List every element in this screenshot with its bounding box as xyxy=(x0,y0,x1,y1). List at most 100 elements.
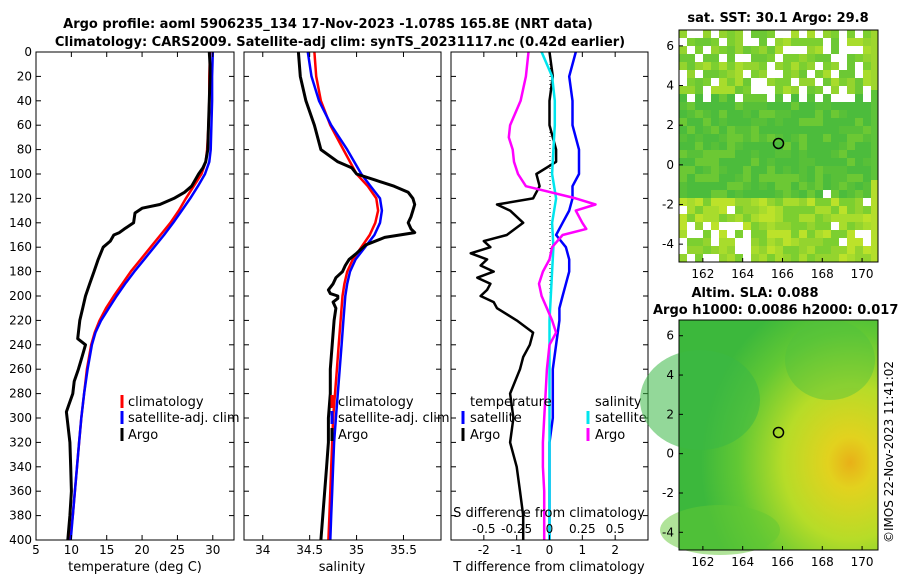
sst-cell xyxy=(767,86,775,94)
sst-cell xyxy=(799,214,807,222)
sst-cell xyxy=(791,190,799,198)
difference-axes-frame xyxy=(450,51,649,541)
sst-cell xyxy=(815,254,823,262)
sst-cell xyxy=(743,182,751,190)
sst-cell xyxy=(679,94,687,102)
sst-cell xyxy=(775,30,783,38)
sst-cell xyxy=(775,166,783,174)
sst-cell xyxy=(847,110,855,118)
sst-cell xyxy=(823,126,831,134)
sst-cell xyxy=(807,238,815,246)
sst-cell xyxy=(847,30,855,38)
sst-cell xyxy=(703,158,711,166)
sst-cell xyxy=(735,214,743,222)
sst-cell xyxy=(719,126,727,134)
sst-cell xyxy=(823,134,831,142)
salinity-tick-label: 34.5 xyxy=(296,543,323,557)
salinity-satellite-diff-line xyxy=(540,51,558,540)
sst-cell xyxy=(695,110,703,118)
temperature-tick-label: 15 xyxy=(99,543,114,557)
sst-cell xyxy=(759,46,767,54)
sst-cell xyxy=(695,46,703,54)
sst-cell xyxy=(743,118,751,126)
sst-cell xyxy=(743,150,751,158)
s-diff-tick-label: 0.5 xyxy=(606,522,625,536)
map-lon-label: 170 xyxy=(851,555,874,569)
sst-cell xyxy=(863,110,871,118)
sst-cell xyxy=(839,198,847,206)
map-lat-label: -2 xyxy=(662,197,674,211)
sst-cell xyxy=(847,78,855,86)
salinity-satellite-series xyxy=(540,51,558,540)
sst-cell xyxy=(799,78,807,86)
sst-cell xyxy=(719,46,727,54)
sst-cell xyxy=(815,102,823,110)
sst-cell xyxy=(719,62,727,70)
sst-cell xyxy=(711,246,719,254)
sst-cell xyxy=(687,78,695,86)
sst-cell xyxy=(735,78,743,86)
sst-cell xyxy=(799,94,807,102)
sst-cell xyxy=(759,70,767,78)
sst-cell xyxy=(839,238,847,246)
sst-cell xyxy=(799,190,807,198)
sst-cell xyxy=(703,46,711,54)
sst-cell xyxy=(839,214,847,222)
sst-cell xyxy=(679,78,687,86)
sst-cell xyxy=(775,126,783,134)
sst-cell xyxy=(855,46,863,54)
map-lon-label: 170 xyxy=(851,267,874,281)
sst-cell xyxy=(863,78,871,86)
sst-cell xyxy=(767,246,775,254)
sst-cell xyxy=(679,254,687,262)
map-lat-label: 0 xyxy=(666,158,674,172)
sla-map-tick-labels: 162 164 166 168 170 -4 -2 0 2 4 6 xyxy=(662,329,874,569)
sst-cell xyxy=(719,166,727,174)
sst-cell xyxy=(775,222,783,230)
sst-cell xyxy=(767,30,775,38)
sst-cell xyxy=(759,78,767,86)
sst-cell xyxy=(687,46,695,54)
sst-cell xyxy=(783,54,791,62)
sst-cell xyxy=(863,214,871,222)
sst-cell xyxy=(767,134,775,142)
t-diff-tick-label: 0 xyxy=(546,543,554,557)
sst-map-tick-labels: 162 164 166 168 170 -4 -2 0 2 4 6 xyxy=(662,39,874,281)
sst-cell xyxy=(791,118,799,126)
sst-cell xyxy=(847,174,855,182)
sst-cell xyxy=(807,222,815,230)
sst-cell xyxy=(719,222,727,230)
sst-cell xyxy=(823,230,831,238)
sst-cell xyxy=(719,54,727,62)
sst-cell xyxy=(727,62,735,70)
sst-cell xyxy=(719,190,727,198)
sst-cell xyxy=(855,110,863,118)
sst-cell xyxy=(823,110,831,118)
sst-cell xyxy=(727,94,735,102)
sst-cell xyxy=(727,126,735,134)
sst-cell xyxy=(783,230,791,238)
depth-tick-label: 240 xyxy=(9,338,32,352)
sst-cell xyxy=(831,190,839,198)
sst-cell xyxy=(831,70,839,78)
sst-cell xyxy=(703,142,711,150)
sst-cell xyxy=(855,102,863,110)
salinity-xlabel: salinity xyxy=(319,560,366,575)
sst-cell xyxy=(727,230,735,238)
sst-cell xyxy=(791,230,799,238)
sst-cell xyxy=(719,246,727,254)
sst-cell xyxy=(807,102,815,110)
sst-cell xyxy=(711,30,719,38)
sst-cell xyxy=(855,150,863,158)
sst-cell xyxy=(815,118,823,126)
sst-cell xyxy=(783,158,791,166)
sst-cell xyxy=(791,110,799,118)
sst-cell xyxy=(759,102,767,110)
depth-tick-label: 40 xyxy=(17,94,32,108)
sst-cell xyxy=(855,174,863,182)
legend-label-argo: Argo xyxy=(338,428,368,443)
sst-cell xyxy=(807,38,815,46)
sst-cell xyxy=(767,222,775,230)
sst-cell xyxy=(783,254,791,262)
sst-cell xyxy=(703,102,711,110)
